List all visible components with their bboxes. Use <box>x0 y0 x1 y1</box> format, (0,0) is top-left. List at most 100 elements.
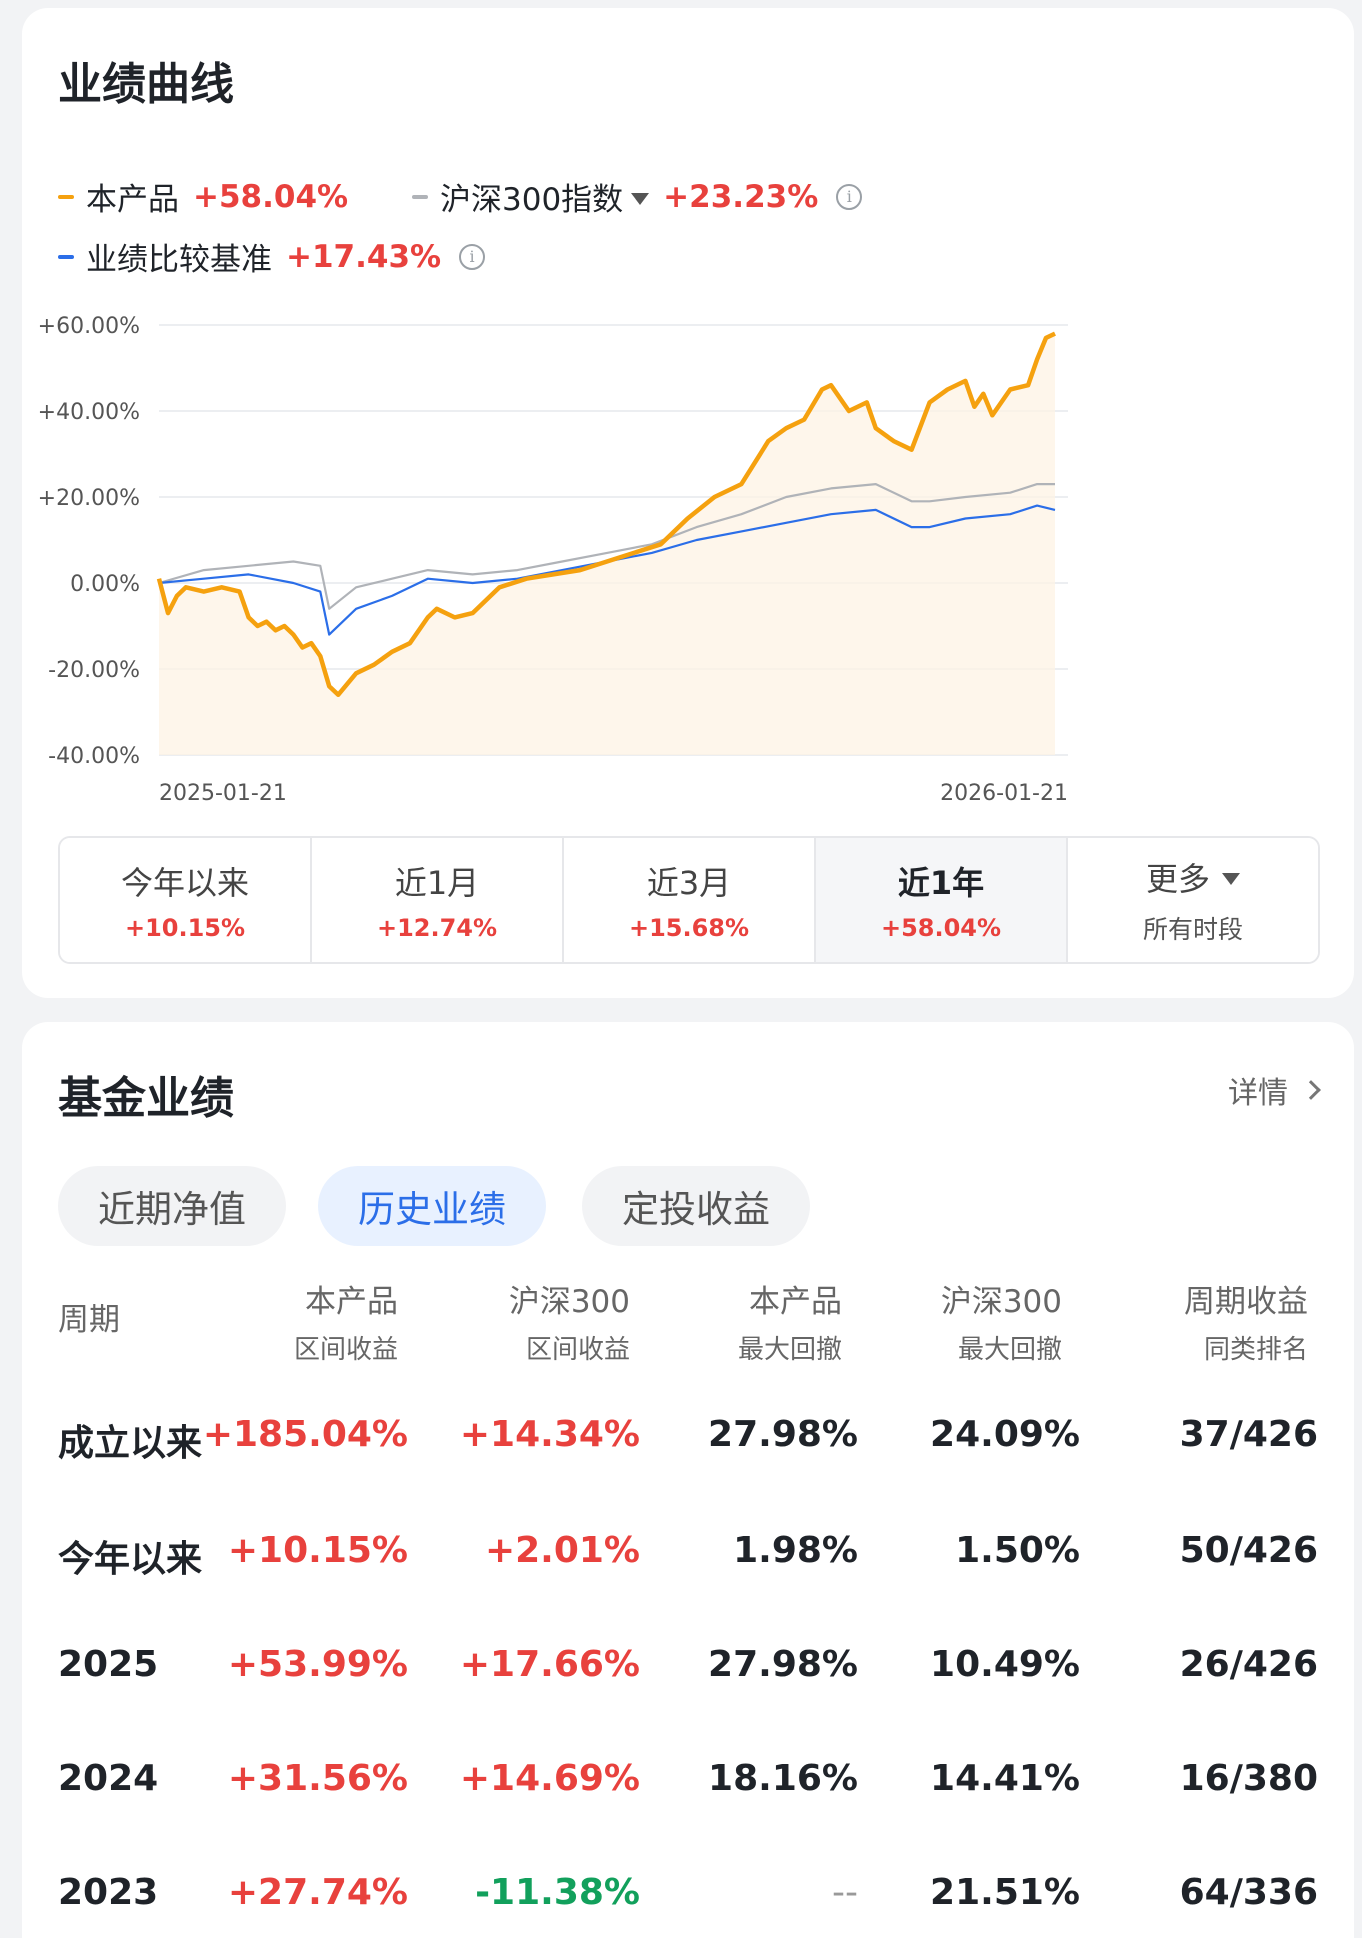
period-more-label-wrap: 更多 <box>1146 854 1240 900</box>
cell-csi300-drawdown: 1.50% <box>955 1530 1080 1571</box>
cell-peer-rank: 50/426 <box>1179 1530 1318 1571</box>
cell-period: 2024 <box>58 1758 159 1799</box>
legend-csi300-marker <box>412 194 428 199</box>
cell-product-return: +185.04% <box>202 1414 408 1455</box>
cell-csi300-drawdown: 14.41% <box>930 1758 1080 1799</box>
header-subtext: 区间收益 <box>525 1335 630 1365</box>
cell-product-drawdown: 18.16% <box>708 1758 858 1799</box>
cell-csi300-drawdown: 21.51% <box>930 1872 1080 1913</box>
legend-product[interactable]: 本产品 +58.04% <box>58 174 348 219</box>
legend-benchmark-marker <box>58 254 74 259</box>
dropdown-triangle-icon <box>1222 873 1240 885</box>
cell-product-drawdown: 27.98% <box>708 1644 858 1685</box>
cell-csi300-return: +2.01% <box>484 1530 640 1571</box>
period-tab-1m[interactable]: 近1月 +12.74% <box>312 838 564 962</box>
cell-peer-rank: 37/426 <box>1179 1414 1318 1455</box>
header-csi300-drawdown: 沪深300 最大回撤 <box>872 1276 1062 1366</box>
cell-peer-rank: 64/336 <box>1179 1872 1318 1913</box>
detail-link[interactable]: 详情 <box>1228 1068 1321 1112</box>
tab-recent-nav[interactable]: 近期净值 <box>58 1166 286 1246</box>
cell-csi300-return: -11.38% <box>475 1872 640 1913</box>
cell-product-drawdown: 1.98% <box>733 1530 858 1571</box>
chart-card-title: 业绩曲线 <box>58 59 234 110</box>
legend-csi300-value: +23.23% <box>663 178 819 215</box>
header-text: 周期收益 <box>1184 1284 1308 1320</box>
x-tick-label: 2025-01-21 <box>159 781 287 806</box>
cell-period: 2023 <box>58 1872 159 1913</box>
header-period: 周期 <box>58 1294 120 1339</box>
header-product-return: 本产品 区间收益 <box>238 1276 398 1366</box>
period-sub-label: 所有时段 <box>1142 915 1243 944</box>
tab-sip-returns[interactable]: 定投收益 <box>582 1166 810 1246</box>
period-label: 近1年 <box>897 864 985 902</box>
cell-csi300-drawdown: 24.09% <box>930 1414 1080 1455</box>
series-line-product <box>156 331 1056 698</box>
header-text: 周期 <box>58 1302 120 1338</box>
cell-peer-rank: 26/426 <box>1179 1644 1318 1685</box>
y-tick-label: +40.00% <box>38 400 140 425</box>
series-line-csi300 <box>158 483 1055 610</box>
cell-product-drawdown: 27.98% <box>708 1414 858 1455</box>
x-tick-label: 2026-01-21 <box>940 781 1068 806</box>
cell-csi300-return: +14.34% <box>459 1414 640 1455</box>
perf-card-title: 基金业绩 <box>58 1073 234 1124</box>
cell-csi300-drawdown: 10.49% <box>930 1644 1080 1685</box>
legend-product-marker <box>58 194 74 199</box>
header-subtext: 最大回撤 <box>957 1335 1062 1365</box>
period-tab-3m[interactable]: 近3月 +15.68% <box>564 838 816 962</box>
legend-product-name: 本产品 <box>86 182 179 218</box>
header-text: 本产品 <box>749 1284 842 1320</box>
y-tick-label: -40.00% <box>48 744 140 769</box>
legend-benchmark[interactable]: 业绩比较基准 +17.43% i <box>58 234 486 279</box>
cell-period: 成立以来 <box>58 1423 203 1464</box>
period-selector: 今年以来 +10.15% 近1月 +12.74% 近3月 +15.68% 近1年… <box>58 836 1320 964</box>
legend-benchmark-name: 业绩比较基准 <box>86 242 272 278</box>
period-label: 更多 <box>1145 860 1210 898</box>
cell-csi300-return: +14.69% <box>459 1758 640 1799</box>
header-subtext: 区间收益 <box>293 1335 398 1365</box>
period-label: 今年以来 <box>120 864 249 902</box>
cell-product-return: +53.99% <box>227 1644 408 1685</box>
cell-product-return: +10.15% <box>227 1530 408 1571</box>
dropdown-triangle-icon[interactable] <box>631 192 650 205</box>
cell-product-drawdown: -- <box>832 1872 858 1913</box>
performance-chart-card: 业绩曲线 本产品 +58.04% 沪深300指数 +23.23% i 业绩比较基… <box>22 8 1354 998</box>
period-value: +12.74% <box>376 914 498 942</box>
fund-performance-card: 基金业绩 详情 近期净值 历史业绩 定投收益 周期 本产品 区间收益 沪深300… <box>22 1022 1354 1938</box>
performance-line-chart[interactable]: +60.00% +40.00% +20.00% 0.00% -20.00% -40.00%… <box>22 8 1354 808</box>
header-text: 沪深300 <box>508 1284 630 1320</box>
header-text: 沪深300 <box>940 1284 1062 1320</box>
product-area-fill <box>159 333 1055 755</box>
cell-product-return: +27.74% <box>227 1872 408 1913</box>
tab-history-performance[interactable]: 历史业绩 <box>318 1166 546 1246</box>
legend-product-value: +58.04% <box>193 178 349 215</box>
cell-product-return: +31.56% <box>227 1758 408 1799</box>
period-value: +15.68% <box>628 914 750 942</box>
y-tick-label: -20.00% <box>48 658 140 683</box>
y-tick-label: +20.00% <box>38 486 140 511</box>
period-label: 近3月 <box>646 864 732 902</box>
header-product-drawdown: 本产品 最大回撤 <box>682 1276 842 1366</box>
header-csi300-return: 沪深300 区间收益 <box>442 1276 630 1366</box>
chevron-right-icon <box>1301 1080 1321 1100</box>
info-icon[interactable]: i <box>459 243 486 270</box>
y-tick-label: 0.00% <box>70 572 140 597</box>
period-tab-ytd[interactable]: 今年以来 +10.15% <box>60 838 312 962</box>
header-peer-rank: 周期收益 同类排名 <box>1112 1276 1308 1366</box>
header-subtext: 同类排名 <box>1203 1335 1308 1365</box>
detail-label: 详情 <box>1228 1076 1288 1111</box>
legend-csi300[interactable]: 沪深300指数 +23.23% i <box>412 174 863 219</box>
info-icon[interactable]: i <box>836 183 863 210</box>
period-tab-1y[interactable]: 近1年 +58.04% <box>816 838 1068 962</box>
header-subtext: 最大回撤 <box>737 1335 842 1365</box>
cell-csi300-return: +17.66% <box>459 1644 640 1685</box>
period-label: 近1月 <box>394 864 480 902</box>
cell-peer-rank: 16/380 <box>1179 1758 1318 1799</box>
period-value: +10.15% <box>124 914 246 942</box>
cell-period: 今年以来 <box>58 1539 203 1580</box>
period-tab-more[interactable]: 更多 所有时段 <box>1068 838 1318 962</box>
header-text: 本产品 <box>305 1284 398 1320</box>
period-value: +58.04% <box>880 914 1002 942</box>
legend-csi300-name: 沪深300指数 <box>440 182 624 218</box>
legend-benchmark-value: +17.43% <box>286 238 442 275</box>
